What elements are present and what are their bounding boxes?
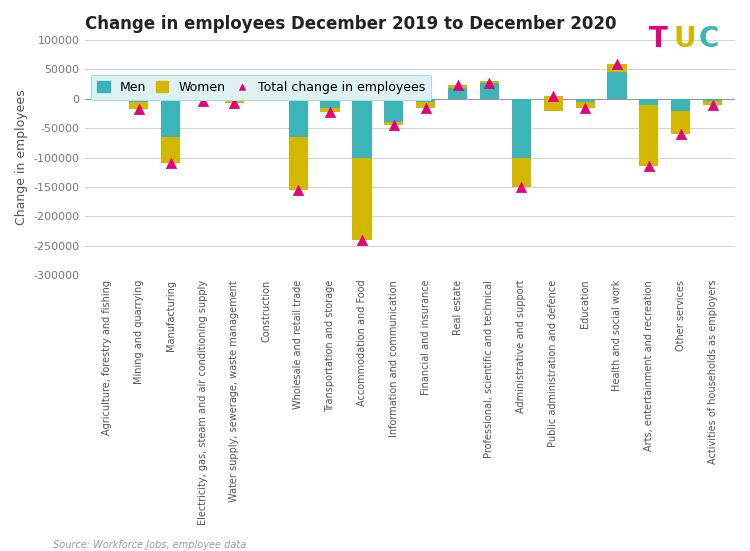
Point xyxy=(324,108,336,117)
Bar xyxy=(225,99,244,101)
Point xyxy=(706,101,718,110)
Point xyxy=(100,90,112,99)
Text: C: C xyxy=(698,25,718,53)
Text: U: U xyxy=(674,25,696,53)
Bar xyxy=(671,111,690,134)
Bar xyxy=(289,99,308,137)
Bar xyxy=(193,99,212,100)
Text: Change in employees December 2019 to December 2020: Change in employees December 2019 to Dec… xyxy=(85,15,616,33)
Bar xyxy=(98,95,116,96)
Bar xyxy=(448,88,467,99)
Text: Source: Workforce Jobs, employee data: Source: Workforce Jobs, employee data xyxy=(53,540,246,550)
Point xyxy=(165,159,177,168)
Bar xyxy=(639,105,658,166)
Bar xyxy=(129,99,149,102)
Bar xyxy=(161,137,180,164)
Bar xyxy=(544,99,562,111)
Bar xyxy=(98,96,116,99)
Bar xyxy=(480,81,499,99)
Point xyxy=(133,104,145,113)
Bar xyxy=(703,99,722,101)
Legend: Men, Women, Total change in employees: Men, Women, Total change in employees xyxy=(91,74,431,100)
Bar xyxy=(289,137,308,190)
Point xyxy=(196,96,208,105)
Point xyxy=(548,91,560,100)
Bar xyxy=(480,81,499,83)
Bar xyxy=(193,100,212,101)
Bar xyxy=(225,101,244,103)
Point xyxy=(675,129,687,138)
Point xyxy=(452,81,464,90)
Bar xyxy=(384,99,404,122)
Bar xyxy=(320,107,340,112)
Bar xyxy=(352,99,371,158)
Bar xyxy=(639,99,658,105)
Bar xyxy=(671,99,690,111)
Bar xyxy=(256,90,276,92)
Bar xyxy=(703,101,722,105)
Bar xyxy=(256,92,276,99)
Point xyxy=(643,162,655,171)
Point xyxy=(420,103,432,112)
Bar xyxy=(608,63,626,72)
Bar xyxy=(512,158,531,187)
Bar xyxy=(416,99,435,102)
Point xyxy=(388,121,400,129)
Bar xyxy=(129,102,149,109)
Point xyxy=(611,59,623,68)
Bar xyxy=(575,99,595,102)
Point xyxy=(356,235,368,244)
Point xyxy=(292,186,304,195)
Point xyxy=(260,85,272,94)
Text: T: T xyxy=(649,25,668,53)
Bar xyxy=(384,122,404,125)
Bar xyxy=(161,99,180,137)
Bar xyxy=(608,72,626,99)
Bar xyxy=(352,158,371,240)
Bar xyxy=(416,102,435,107)
Bar xyxy=(512,99,531,158)
Bar xyxy=(544,96,562,111)
Bar xyxy=(575,102,595,107)
Point xyxy=(484,79,496,88)
Y-axis label: Change in employees: Change in employees xyxy=(15,90,28,225)
Point xyxy=(579,103,591,112)
Point xyxy=(229,99,241,107)
Point xyxy=(515,182,527,191)
Bar xyxy=(448,85,467,88)
Bar xyxy=(320,99,340,107)
